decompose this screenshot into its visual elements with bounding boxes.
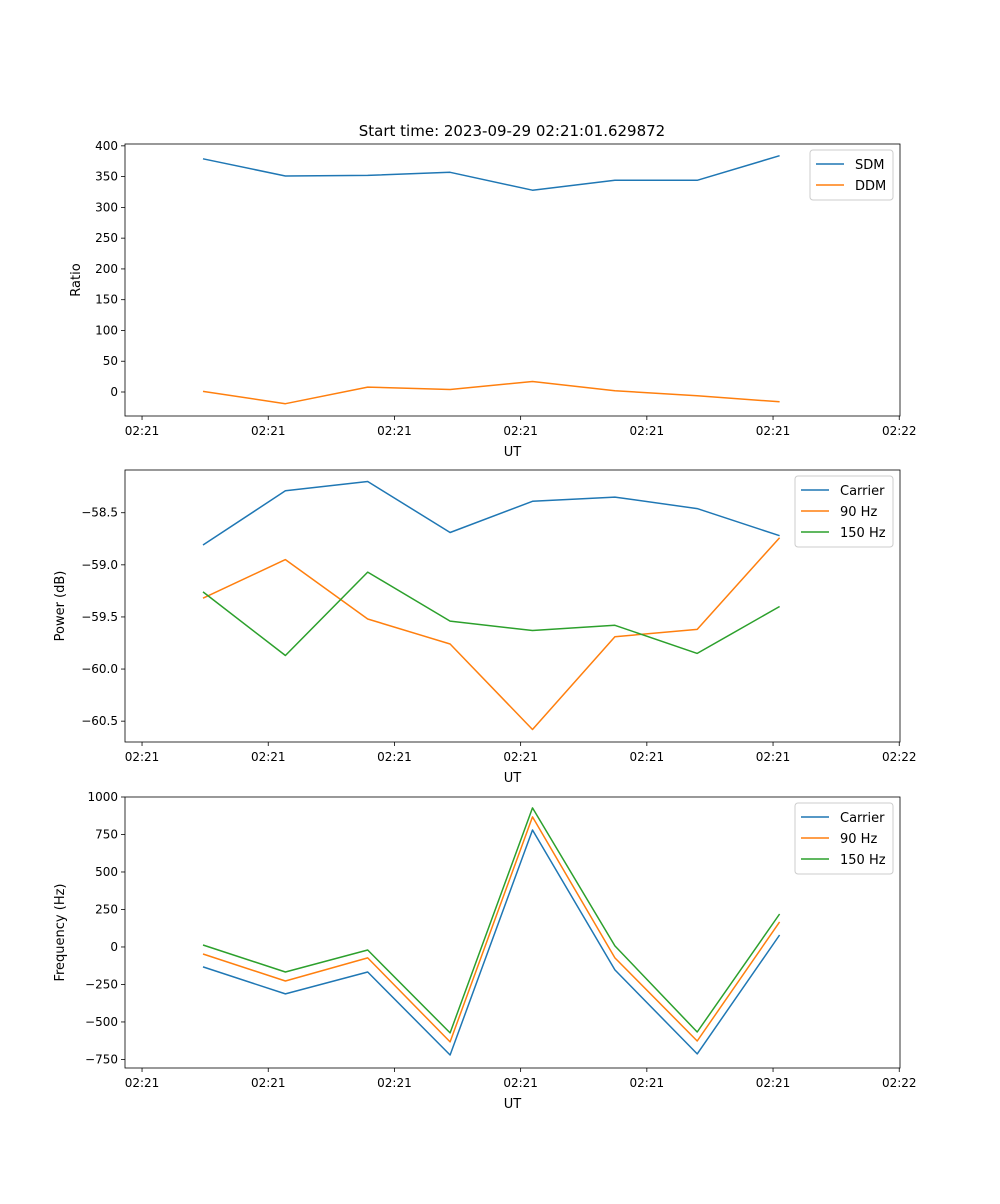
legend-label: Carrier: [840, 484, 885, 499]
y-tick-label: 50: [103, 354, 118, 368]
x-tick-label: 02:21: [630, 424, 665, 438]
series-line-150-hz: [202, 807, 781, 1034]
x-tick-label: 02:21: [251, 750, 286, 764]
x-tick-label: 02:22: [882, 1076, 917, 1090]
series-line-sdm: [202, 154, 780, 191]
x-tick-label: 02:21: [125, 1076, 160, 1090]
y-tick-label: 1000: [87, 790, 118, 804]
axes-frame: [124, 796, 901, 1069]
series-line-150-hz: [202, 571, 780, 657]
legend-box: [794, 802, 894, 875]
series-line-ddm: [202, 380, 780, 405]
x-axis-label: UT: [504, 445, 522, 460]
figure-title: Start time: 2023-09-29 02:21:01.629872: [359, 122, 665, 140]
legend-label: DDM: [855, 179, 886, 194]
y-tick-label: 500: [95, 865, 118, 879]
legend-label: SDM: [855, 158, 884, 173]
x-tick-label: 02:22: [882, 424, 917, 438]
legend-label: Carrier: [840, 811, 885, 826]
legend-label: 90 Hz: [840, 832, 877, 847]
y-tick-label: 750: [95, 827, 118, 841]
y-tick-label: −250: [85, 977, 118, 991]
x-tick-label: 02:21: [125, 424, 160, 438]
y-tick-label: 300: [95, 200, 118, 214]
legend-box: [809, 149, 894, 201]
y-tick-label: 250: [95, 902, 118, 916]
x-tick-label: 02:21: [125, 750, 160, 764]
x-tick-label: 02:21: [630, 1076, 665, 1090]
y-axis-label: Ratio: [69, 263, 84, 296]
legend-label: 150 Hz: [840, 853, 886, 868]
series-line-90-hz: [202, 816, 781, 1043]
legend: Carrier 90 Hz 150 Hz: [794, 475, 894, 548]
subplot-2: 02:21 02:21 02:21 02:21 02:21 02:21 02:22 −60.5…: [53, 469, 917, 786]
x-tick-label: 02:22: [882, 750, 917, 764]
y-tick-label: −58.5: [81, 506, 118, 520]
legend-box: [794, 475, 894, 548]
y-tick-label: 0: [110, 940, 118, 954]
x-tick-label: 02:21: [503, 1076, 538, 1090]
x-tick-label: 02:21: [251, 1076, 286, 1090]
y-tick-label: 350: [95, 170, 118, 184]
x-axis-label: UT: [504, 1097, 522, 1112]
y-axis-label: Power (dB): [53, 571, 68, 642]
y-tick-label: 250: [95, 231, 118, 245]
legend: SDM DDM: [809, 149, 894, 201]
axes-frame: [124, 143, 901, 417]
x-tick-label: 02:21: [251, 424, 286, 438]
subplot-1: 02:21 02:21 02:21 02:21 02:21 02:21 02:22 0 50 10…: [69, 139, 917, 460]
series-line-carrier: [202, 480, 780, 546]
y-tick-label: 400: [95, 139, 118, 153]
series-line-90-hz: [202, 537, 781, 731]
y-tick-label: 200: [95, 262, 118, 276]
x-tick-label: 02:21: [377, 1076, 412, 1090]
y-tick-label: 0: [110, 385, 118, 399]
x-tick-label: 02:21: [756, 1076, 791, 1090]
subplot-3: 02:21 02:21 02:21 02:21 02:21 02:21 02:22 −750 −…: [53, 790, 917, 1112]
legend-label: 90 Hz: [840, 505, 877, 520]
x-tick-label: 02:21: [630, 750, 665, 764]
y-tick-label: −750: [85, 1052, 118, 1066]
x-axis-label: UT: [504, 771, 522, 786]
x-tick-label: 02:21: [503, 750, 538, 764]
x-tick-label: 02:21: [756, 750, 791, 764]
axes-frame: [124, 469, 901, 743]
y-tick-label: 100: [95, 323, 118, 337]
legend-label: 150 Hz: [840, 526, 886, 541]
x-tick-label: 02:21: [756, 424, 791, 438]
y-tick-label: 150: [95, 293, 118, 307]
y-tick-label: −60.5: [81, 714, 118, 728]
y-tick-label: −59.5: [81, 610, 118, 624]
legend: Carrier 90 Hz 150 Hz: [794, 802, 894, 875]
y-tick-label: −500: [85, 1015, 118, 1029]
series-line-carrier: [202, 829, 781, 1056]
y-tick-label: −59.0: [81, 558, 118, 572]
y-axis-label: Frequency (Hz): [53, 883, 68, 981]
y-tick-label: −60.0: [81, 662, 118, 676]
x-tick-label: 02:21: [377, 424, 412, 438]
x-tick-label: 02:21: [377, 750, 412, 764]
x-tick-label: 02:21: [503, 424, 538, 438]
